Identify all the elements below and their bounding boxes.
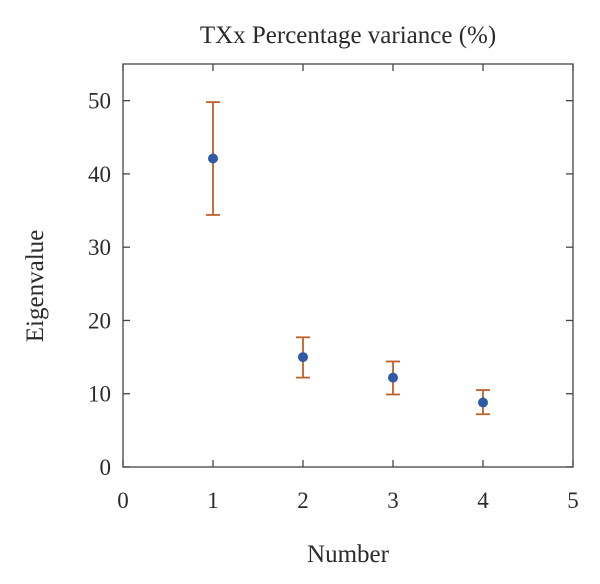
x-tick-label: 1	[207, 488, 219, 513]
plot-area: 0 10 20 30 40 50 0 1 2 3 4 5	[88, 63, 579, 513]
y-tick-label: 50	[88, 89, 111, 114]
plot-frame	[122, 63, 574, 468]
data-point	[388, 372, 398, 383]
x-tick-label: 3	[387, 488, 399, 513]
data-point	[478, 397, 488, 408]
y-tick-label: 20	[88, 308, 111, 333]
data-point	[298, 352, 308, 363]
y-tick-label: 0	[100, 455, 112, 480]
chart-title: TXx Percentage variance (%)	[200, 22, 496, 49]
x-tick-label: 2	[297, 488, 309, 513]
x-tick-label: 4	[477, 488, 489, 513]
data-point	[208, 153, 218, 164]
y-tick-label: 30	[88, 235, 111, 260]
x-tick-label: 0	[117, 488, 129, 513]
x-tick-label: 5	[567, 488, 579, 513]
y-tick-label: 10	[88, 382, 111, 407]
y-tick-label: 40	[88, 162, 111, 187]
y-axis-title: Eigenvalue	[22, 230, 49, 342]
x-axis-title: Number	[307, 541, 390, 568]
